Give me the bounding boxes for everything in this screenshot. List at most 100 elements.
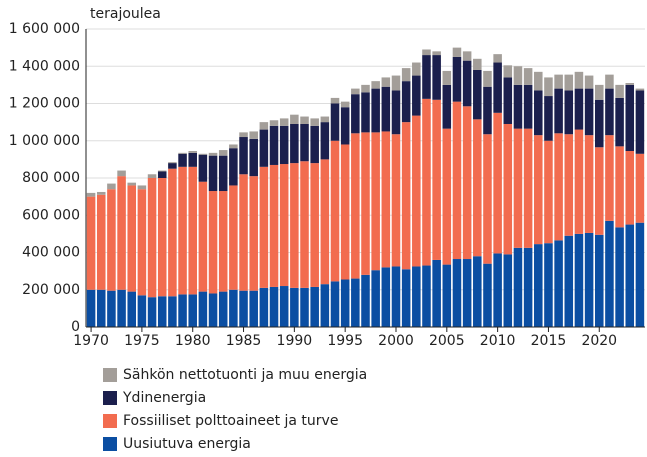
bar-segment — [594, 99, 604, 148]
bar-segment — [381, 77, 391, 87]
bar-segment — [473, 119, 482, 257]
bar-segment — [381, 86, 391, 132]
bar-segment — [462, 60, 472, 107]
bar-segment — [320, 122, 330, 160]
bar-segment — [290, 114, 299, 124]
bar-segment — [168, 162, 177, 164]
bar-segment — [584, 232, 594, 327]
bar-segment — [513, 66, 523, 85]
bar-segment — [442, 128, 452, 265]
bar-segment — [422, 98, 431, 266]
bar-segment — [361, 84, 370, 93]
y-tick-label: 1 400 000 — [9, 58, 80, 74]
bar-segment — [320, 284, 330, 327]
x-tick-label: 1985 — [226, 333, 262, 349]
bar-segment — [452, 101, 462, 260]
bar-segment — [127, 182, 137, 186]
bar-segment — [198, 153, 208, 155]
bar-segment — [554, 88, 563, 134]
bar-segment — [391, 90, 401, 135]
bar-segment — [422, 49, 431, 56]
x-tick-label: 1975 — [124, 333, 160, 349]
bar-segment — [96, 191, 106, 195]
legend-label: Sähkön nettotuonti ja muu energia — [123, 367, 367, 383]
y-tick-label: 1 000 000 — [9, 133, 80, 149]
bar-segment — [422, 265, 431, 327]
x-tick-label: 1990 — [277, 333, 313, 349]
bar-segment — [635, 88, 645, 91]
bar-segment — [127, 185, 137, 292]
bar-segment — [534, 71, 543, 91]
bar-segment — [635, 90, 645, 154]
bar-segment — [544, 243, 553, 327]
bar-segment — [432, 51, 441, 56]
bar-segment — [523, 128, 533, 248]
bar-segment — [473, 256, 482, 327]
bar-segment — [574, 233, 584, 327]
bar-segment — [279, 125, 289, 165]
bar-segment — [178, 166, 187, 295]
bar-segment — [290, 123, 299, 164]
x-tick-label: 1980 — [175, 333, 211, 349]
bar-segment — [523, 247, 533, 327]
bar-segment — [442, 264, 452, 327]
bar-segment — [137, 185, 147, 190]
bar-segment — [218, 155, 228, 192]
bar-segment — [269, 286, 279, 327]
bar-segment — [290, 287, 299, 327]
bar-segment — [391, 75, 401, 91]
bar-segment — [452, 259, 462, 327]
bar-segment — [188, 150, 197, 153]
bar-segment — [564, 74, 574, 91]
bar-segment — [523, 68, 533, 85]
bar-segment — [371, 81, 380, 89]
bar-segment — [147, 297, 157, 327]
legend-swatch — [103, 414, 117, 428]
bar-segment — [310, 286, 319, 327]
bar-segment — [503, 123, 513, 255]
bar-segment — [157, 170, 167, 172]
bar-segment — [422, 55, 431, 99]
bar-segment — [635, 222, 645, 327]
bar-segment — [483, 70, 492, 87]
bar-segment — [412, 266, 421, 327]
bar-segment — [137, 189, 147, 296]
y-tick-label: 200 000 — [22, 282, 80, 298]
bar-segment — [503, 65, 513, 78]
bar-segment — [605, 135, 614, 221]
bar-segment — [523, 84, 533, 129]
bar-segment — [574, 71, 584, 89]
bar-segment — [401, 269, 411, 327]
bar-segment — [391, 134, 401, 267]
bar-segment — [340, 279, 350, 327]
bar-segment — [178, 153, 187, 167]
bar-segment — [594, 147, 604, 235]
bar-segment — [330, 97, 340, 104]
legend-label: Uusiutuva energia — [123, 436, 251, 452]
bar-segment — [513, 84, 523, 129]
bar-segment — [157, 178, 167, 297]
bar-segment — [320, 116, 330, 123]
bar-segment — [168, 296, 177, 327]
bar-segment — [351, 88, 360, 95]
bar-segment — [208, 155, 218, 192]
bar-segment — [452, 47, 462, 57]
bar-segment — [310, 118, 319, 126]
bar-segment — [249, 290, 258, 327]
bar-segment — [259, 287, 269, 327]
bar-segment — [554, 133, 563, 241]
bar-segment — [432, 55, 441, 100]
bar-segment — [279, 118, 289, 126]
bar-segment — [513, 128, 523, 248]
bar-segment — [503, 77, 513, 124]
bar-segment — [86, 192, 96, 197]
bar-segment — [432, 259, 441, 327]
bar-segment — [340, 101, 350, 108]
bar-segment — [625, 150, 635, 225]
bar-segment — [615, 227, 624, 327]
y-tick-label: 800 000 — [22, 170, 80, 186]
bar-segment — [117, 176, 126, 290]
bar-segment — [544, 140, 553, 244]
bar-segment — [178, 152, 187, 154]
